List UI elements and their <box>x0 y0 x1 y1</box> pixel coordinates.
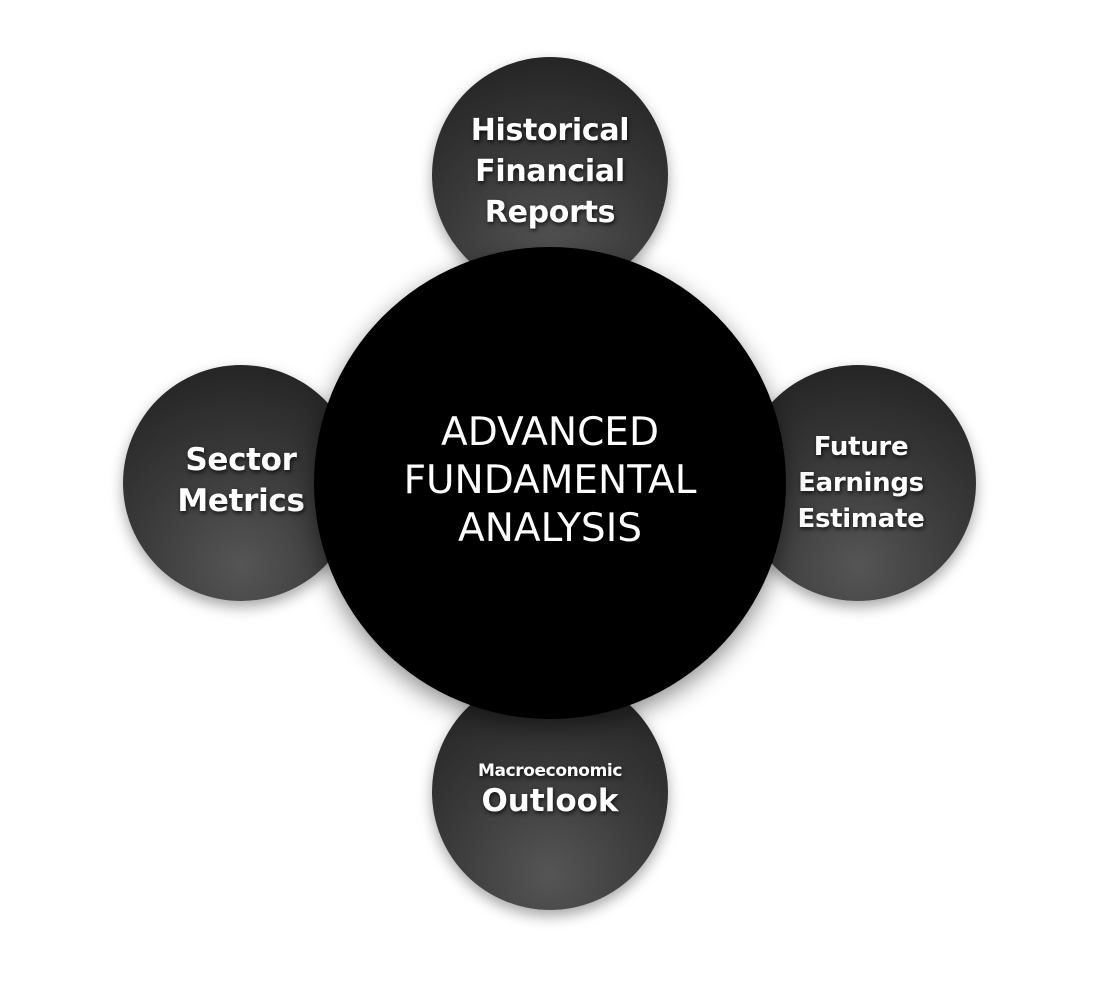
macroeconomic-text: Macroeconomic <box>477 761 622 781</box>
outlook-text: Outlook <box>481 783 619 819</box>
label-line: Estimate <box>797 504 925 534</box>
label-line: FUNDAMENTAL <box>403 458 697 503</box>
label-line: Metrics <box>177 483 305 519</box>
label-line: ADVANCED <box>441 410 659 455</box>
label-line: ANALYSIS <box>458 506 642 551</box>
macroeconomic-outlook-label: Macroeconomic Outlook <box>478 760 622 820</box>
sector-metrics-label: Sector Metrics <box>177 440 305 522</box>
label-line: Future <box>813 432 909 462</box>
label-line: Historical <box>470 112 630 148</box>
label-line: Earnings <box>798 468 924 498</box>
future-earnings-estimate-label: Future Earnings Estimate <box>792 429 925 537</box>
advanced-fundamental-analysis-label: ADVANCED FUNDAMENTAL ANALYSIS <box>404 409 697 553</box>
macroeconomic-outlook-circle: Macroeconomic Outlook <box>432 674 668 910</box>
label-line: Sector <box>185 442 297 478</box>
advanced-fundamental-analysis-circle: ADVANCED FUNDAMENTAL ANALYSIS <box>314 247 786 719</box>
label-line: Financial <box>475 153 625 189</box>
label-line: Reports <box>484 194 616 230</box>
historical-financial-reports-label: Historical Financial Reports <box>471 110 630 233</box>
